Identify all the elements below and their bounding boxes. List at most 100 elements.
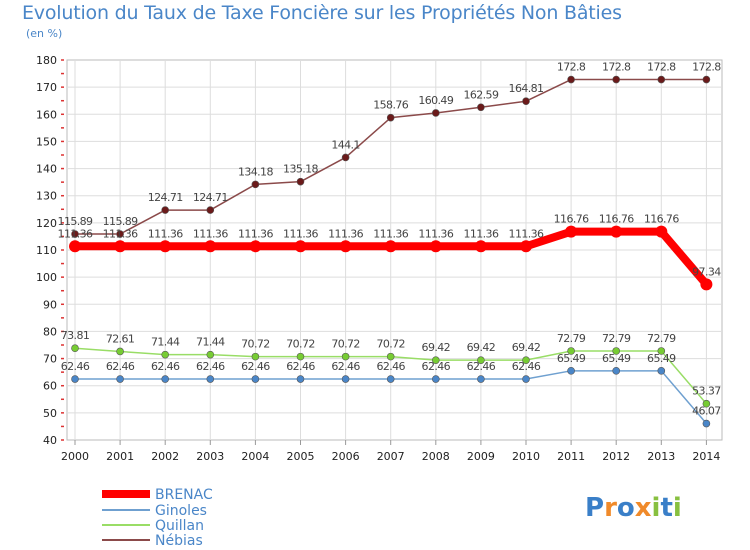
y-tick-label: 140 bbox=[36, 163, 57, 176]
data-point-nébias bbox=[657, 75, 666, 84]
data-point-ginoles bbox=[702, 419, 711, 428]
data-label-ginoles: 62.46 bbox=[241, 360, 270, 373]
y-tick-label: 100 bbox=[36, 271, 57, 284]
data-point-quillan bbox=[567, 347, 575, 355]
y-tick-label: 70 bbox=[43, 353, 57, 366]
legend-label-ginoles: Ginoles bbox=[155, 503, 207, 519]
data-point-brenac bbox=[610, 225, 623, 238]
y-tick-label: 120 bbox=[36, 217, 57, 230]
data-point-quillan bbox=[206, 350, 215, 359]
data-point-nébias bbox=[477, 103, 485, 112]
data-point-nébias bbox=[567, 75, 575, 84]
x-tick-label: 2014 bbox=[692, 450, 720, 463]
data-point-ginoles bbox=[71, 375, 79, 383]
data-label-nébias: 135.18 bbox=[283, 163, 318, 176]
data-point-quillan bbox=[296, 352, 305, 361]
data-label-ginoles: 62.46 bbox=[151, 360, 180, 373]
data-point-quillan bbox=[612, 347, 621, 355]
data-point-ginoles bbox=[296, 375, 305, 383]
data-point-nébias bbox=[161, 206, 169, 214]
data-point-ginoles bbox=[161, 375, 169, 383]
data-point-quillan bbox=[251, 352, 260, 361]
data-point-brenac bbox=[429, 240, 442, 253]
data-label-quillan: 70.72 bbox=[376, 338, 405, 351]
data-point-brenac bbox=[114, 240, 127, 253]
data-label-nébias: 115.89 bbox=[103, 215, 138, 228]
data-point-ginoles bbox=[206, 375, 215, 383]
x-tick-label: 2009 bbox=[467, 450, 495, 463]
data-point-ginoles bbox=[386, 375, 395, 383]
data-label-ginoles: 62.46 bbox=[286, 360, 315, 373]
data-label-ginoles: 65.49 bbox=[647, 352, 676, 365]
data-label-ginoles: 62.46 bbox=[106, 360, 135, 373]
data-label-ginoles: 65.49 bbox=[557, 352, 586, 365]
data-label-ginoles: 62.46 bbox=[512, 360, 541, 373]
data-point-brenac bbox=[700, 278, 713, 291]
data-label-nébias: 164.81 bbox=[509, 82, 544, 95]
logo-letter: i bbox=[652, 493, 661, 523]
data-label-quillan: 69.42 bbox=[512, 341, 541, 354]
data-label-brenac: 116.76 bbox=[554, 213, 589, 226]
data-label-nébias: 162.59 bbox=[463, 88, 498, 101]
data-label-quillan: 72.79 bbox=[557, 332, 586, 345]
data-label-brenac: 111.36 bbox=[238, 227, 273, 240]
data-point-nébias bbox=[702, 75, 711, 84]
data-point-quillan bbox=[477, 356, 485, 364]
data-label-nébias: 172.8 bbox=[692, 61, 721, 74]
data-label-ginoles: 62.46 bbox=[61, 360, 90, 373]
data-label-ginoles: 62.46 bbox=[331, 360, 360, 373]
data-label-brenac: 111.36 bbox=[58, 227, 93, 240]
data-label-nébias: 158.76 bbox=[373, 99, 408, 112]
logo-letter: x bbox=[635, 493, 652, 523]
x-tick-label: 2007 bbox=[377, 450, 405, 463]
data-point-nébias bbox=[296, 177, 305, 186]
data-point-quillan bbox=[161, 350, 169, 359]
x-tick-label: 2006 bbox=[332, 450, 360, 463]
data-point-ginoles bbox=[251, 375, 260, 383]
logo-letter: r bbox=[604, 493, 617, 523]
x-tick-label: 2010 bbox=[512, 450, 540, 463]
data-point-ginoles bbox=[431, 375, 440, 383]
data-label-quillan: 53.37 bbox=[692, 385, 721, 398]
data-point-nébias bbox=[206, 206, 215, 214]
y-tick-label: 60 bbox=[43, 380, 57, 393]
data-label-quillan: 70.72 bbox=[241, 338, 270, 351]
legend-label-quillan: Quillan bbox=[155, 518, 204, 534]
data-point-quillan bbox=[116, 347, 124, 356]
data-label-nébias: 124.71 bbox=[193, 191, 228, 204]
data-point-nébias bbox=[71, 230, 79, 238]
data-point-ginoles bbox=[567, 367, 575, 375]
data-label-ginoles: 62.46 bbox=[196, 360, 225, 373]
data-label-quillan: 69.42 bbox=[422, 341, 451, 354]
y-tick-label: 150 bbox=[36, 135, 57, 148]
data-point-brenac bbox=[655, 225, 668, 238]
data-label-quillan: 72.79 bbox=[647, 332, 676, 345]
y-tick-label: 50 bbox=[43, 407, 57, 420]
data-label-quillan: 72.79 bbox=[602, 332, 631, 345]
legend-label-nébias: Nébias bbox=[155, 533, 203, 549]
data-label-quillan: 73.81 bbox=[61, 329, 90, 342]
data-point-quillan bbox=[71, 344, 79, 353]
x-tick-label: 2003 bbox=[196, 450, 224, 463]
x-tick-label: 2012 bbox=[602, 450, 630, 463]
data-point-ginoles bbox=[477, 375, 485, 383]
data-label-nébias: 172.8 bbox=[647, 61, 676, 74]
data-point-ginoles bbox=[341, 375, 350, 383]
data-label-nébias: 115.89 bbox=[58, 215, 93, 228]
data-label-brenac: 111.36 bbox=[418, 227, 453, 240]
data-label-nébias: 172.8 bbox=[602, 61, 631, 74]
x-tick-label: 2013 bbox=[647, 450, 675, 463]
y-tick-label: 90 bbox=[43, 298, 57, 311]
data-label-brenac: 111.36 bbox=[283, 227, 318, 240]
y-tick-label: 40 bbox=[43, 434, 57, 447]
data-point-nébias bbox=[116, 230, 124, 238]
data-label-brenac: 111.36 bbox=[509, 227, 544, 240]
data-label-quillan: 70.72 bbox=[331, 338, 360, 351]
x-tick-label: 2008 bbox=[422, 450, 450, 463]
data-point-ginoles bbox=[612, 367, 621, 375]
data-point-brenac bbox=[204, 240, 217, 253]
data-point-ginoles bbox=[657, 367, 666, 375]
data-label-nébias: 144.1 bbox=[331, 138, 360, 151]
y-tick-label: 170 bbox=[36, 81, 57, 94]
